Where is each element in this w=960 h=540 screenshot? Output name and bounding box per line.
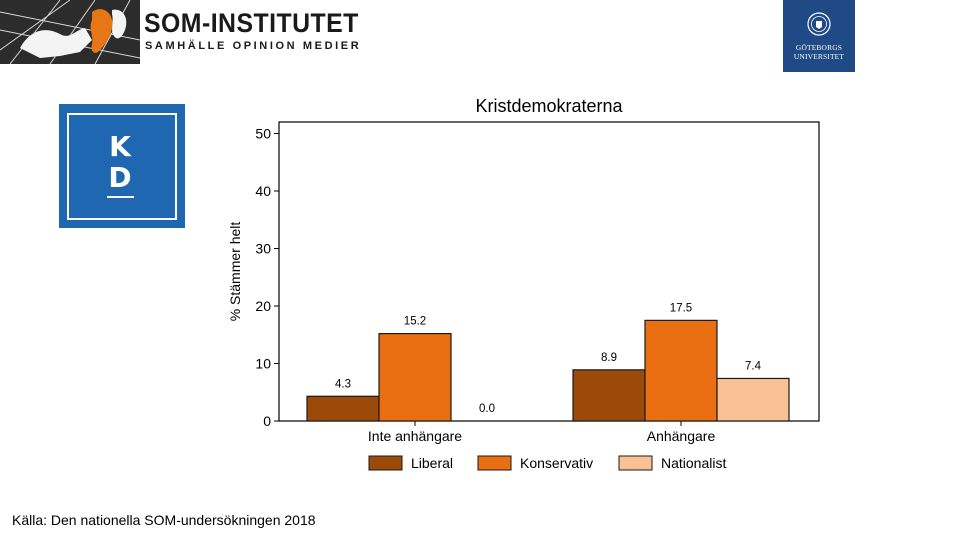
y-tick-label: 30 bbox=[255, 241, 271, 257]
bar-liberal bbox=[306, 395, 380, 422]
legend-swatch-konservativ bbox=[477, 455, 512, 471]
som-map-graphic bbox=[0, 0, 140, 64]
party-logo-letter-k: K bbox=[109, 130, 131, 163]
party-logo-frame bbox=[67, 113, 177, 220]
university-seal-icon bbox=[807, 12, 831, 36]
y-axis-label: % Stämmer helt bbox=[227, 222, 243, 322]
legend-label-konservativ: Konservativ bbox=[520, 455, 593, 471]
university-logo: GÖTEBORGS UNIVERSITET bbox=[783, 0, 855, 72]
legend-swatch-nationalist bbox=[618, 455, 653, 471]
y-tick-label: 20 bbox=[255, 298, 271, 314]
bar-data-label: 17.5 bbox=[670, 302, 692, 314]
bar-konservativ bbox=[378, 333, 452, 422]
party-logo-underline bbox=[107, 196, 134, 198]
bar-data-label: 4.3 bbox=[335, 378, 351, 390]
bar-nationalist bbox=[716, 377, 790, 422]
chart-svg: Kristdemokraterna 0 10 20 30 40 50 % Stämmer he… bbox=[227, 96, 820, 471]
y-tick-label: 40 bbox=[255, 183, 271, 199]
x-tick-label: Anhängare bbox=[647, 428, 716, 444]
party-logo-letter-d: D bbox=[108, 161, 132, 194]
y-tick-label: 10 bbox=[255, 356, 271, 372]
university-name-line2: UNIVERSITET bbox=[793, 52, 845, 61]
bar-data-label: 7.4 bbox=[745, 360, 762, 372]
org-tagline: SAMHÄLLE OPINION MEDIER bbox=[145, 40, 362, 52]
legend-label-nationalist: Nationalist bbox=[661, 455, 726, 471]
university-name: GÖTEBORGS UNIVERSITET bbox=[783, 43, 855, 61]
university-name-line1: GÖTEBORGS bbox=[795, 43, 843, 52]
bar-konservativ bbox=[644, 319, 718, 422]
x-tick-label: Inte anhängare bbox=[368, 428, 462, 444]
bar-data-label: 0.0 bbox=[479, 403, 495, 415]
bar-data-label: 8.9 bbox=[601, 352, 617, 364]
plot-frame bbox=[278, 121, 820, 422]
y-tick-label: 0 bbox=[263, 413, 271, 429]
map-graphic-svg bbox=[0, 0, 140, 64]
chart-title: Kristdemokraterna bbox=[475, 96, 623, 116]
org-name: SOM-INSTITUTET bbox=[144, 8, 359, 38]
party-logo: K D bbox=[59, 104, 185, 228]
legend-swatch-liberal bbox=[368, 455, 403, 471]
bar-liberal bbox=[572, 369, 646, 422]
source-note: Källa: Den nationella SOM-undersökningen… bbox=[12, 512, 316, 528]
bar-data-label: 15.2 bbox=[404, 316, 426, 328]
y-tick-label: 50 bbox=[255, 126, 271, 142]
legend-label-liberal: Liberal bbox=[411, 455, 453, 471]
bar-chart: Kristdemokraterna 0 10 20 30 40 50 % Stämmer he… bbox=[210, 90, 850, 490]
